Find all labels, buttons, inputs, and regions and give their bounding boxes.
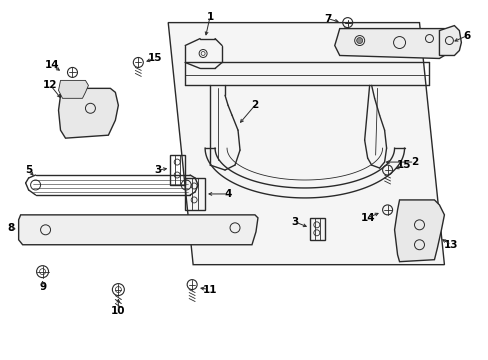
Text: 2: 2	[410, 157, 417, 167]
Text: 13: 13	[443, 240, 458, 250]
Text: 8: 8	[7, 223, 14, 233]
Polygon shape	[59, 80, 88, 98]
Polygon shape	[168, 23, 444, 265]
Polygon shape	[59, 88, 118, 138]
Text: 6: 6	[463, 31, 470, 41]
Text: 4: 4	[224, 189, 231, 199]
Text: 10: 10	[111, 306, 125, 316]
Circle shape	[356, 37, 362, 44]
Text: 15: 15	[396, 160, 411, 170]
Text: 1: 1	[206, 12, 213, 22]
Text: 15: 15	[148, 54, 162, 63]
Text: 14: 14	[45, 60, 60, 71]
Polygon shape	[439, 26, 461, 55]
Polygon shape	[334, 28, 453, 58]
Text: 3: 3	[154, 165, 162, 175]
Text: 5: 5	[25, 165, 32, 175]
Text: 11: 11	[203, 284, 217, 294]
Text: 14: 14	[360, 213, 374, 223]
Text: 7: 7	[324, 14, 331, 24]
Polygon shape	[394, 200, 444, 262]
Text: 2: 2	[251, 100, 258, 110]
Text: 3: 3	[291, 217, 298, 227]
Text: 9: 9	[39, 282, 46, 292]
Polygon shape	[19, 215, 258, 245]
Text: 12: 12	[43, 80, 58, 90]
